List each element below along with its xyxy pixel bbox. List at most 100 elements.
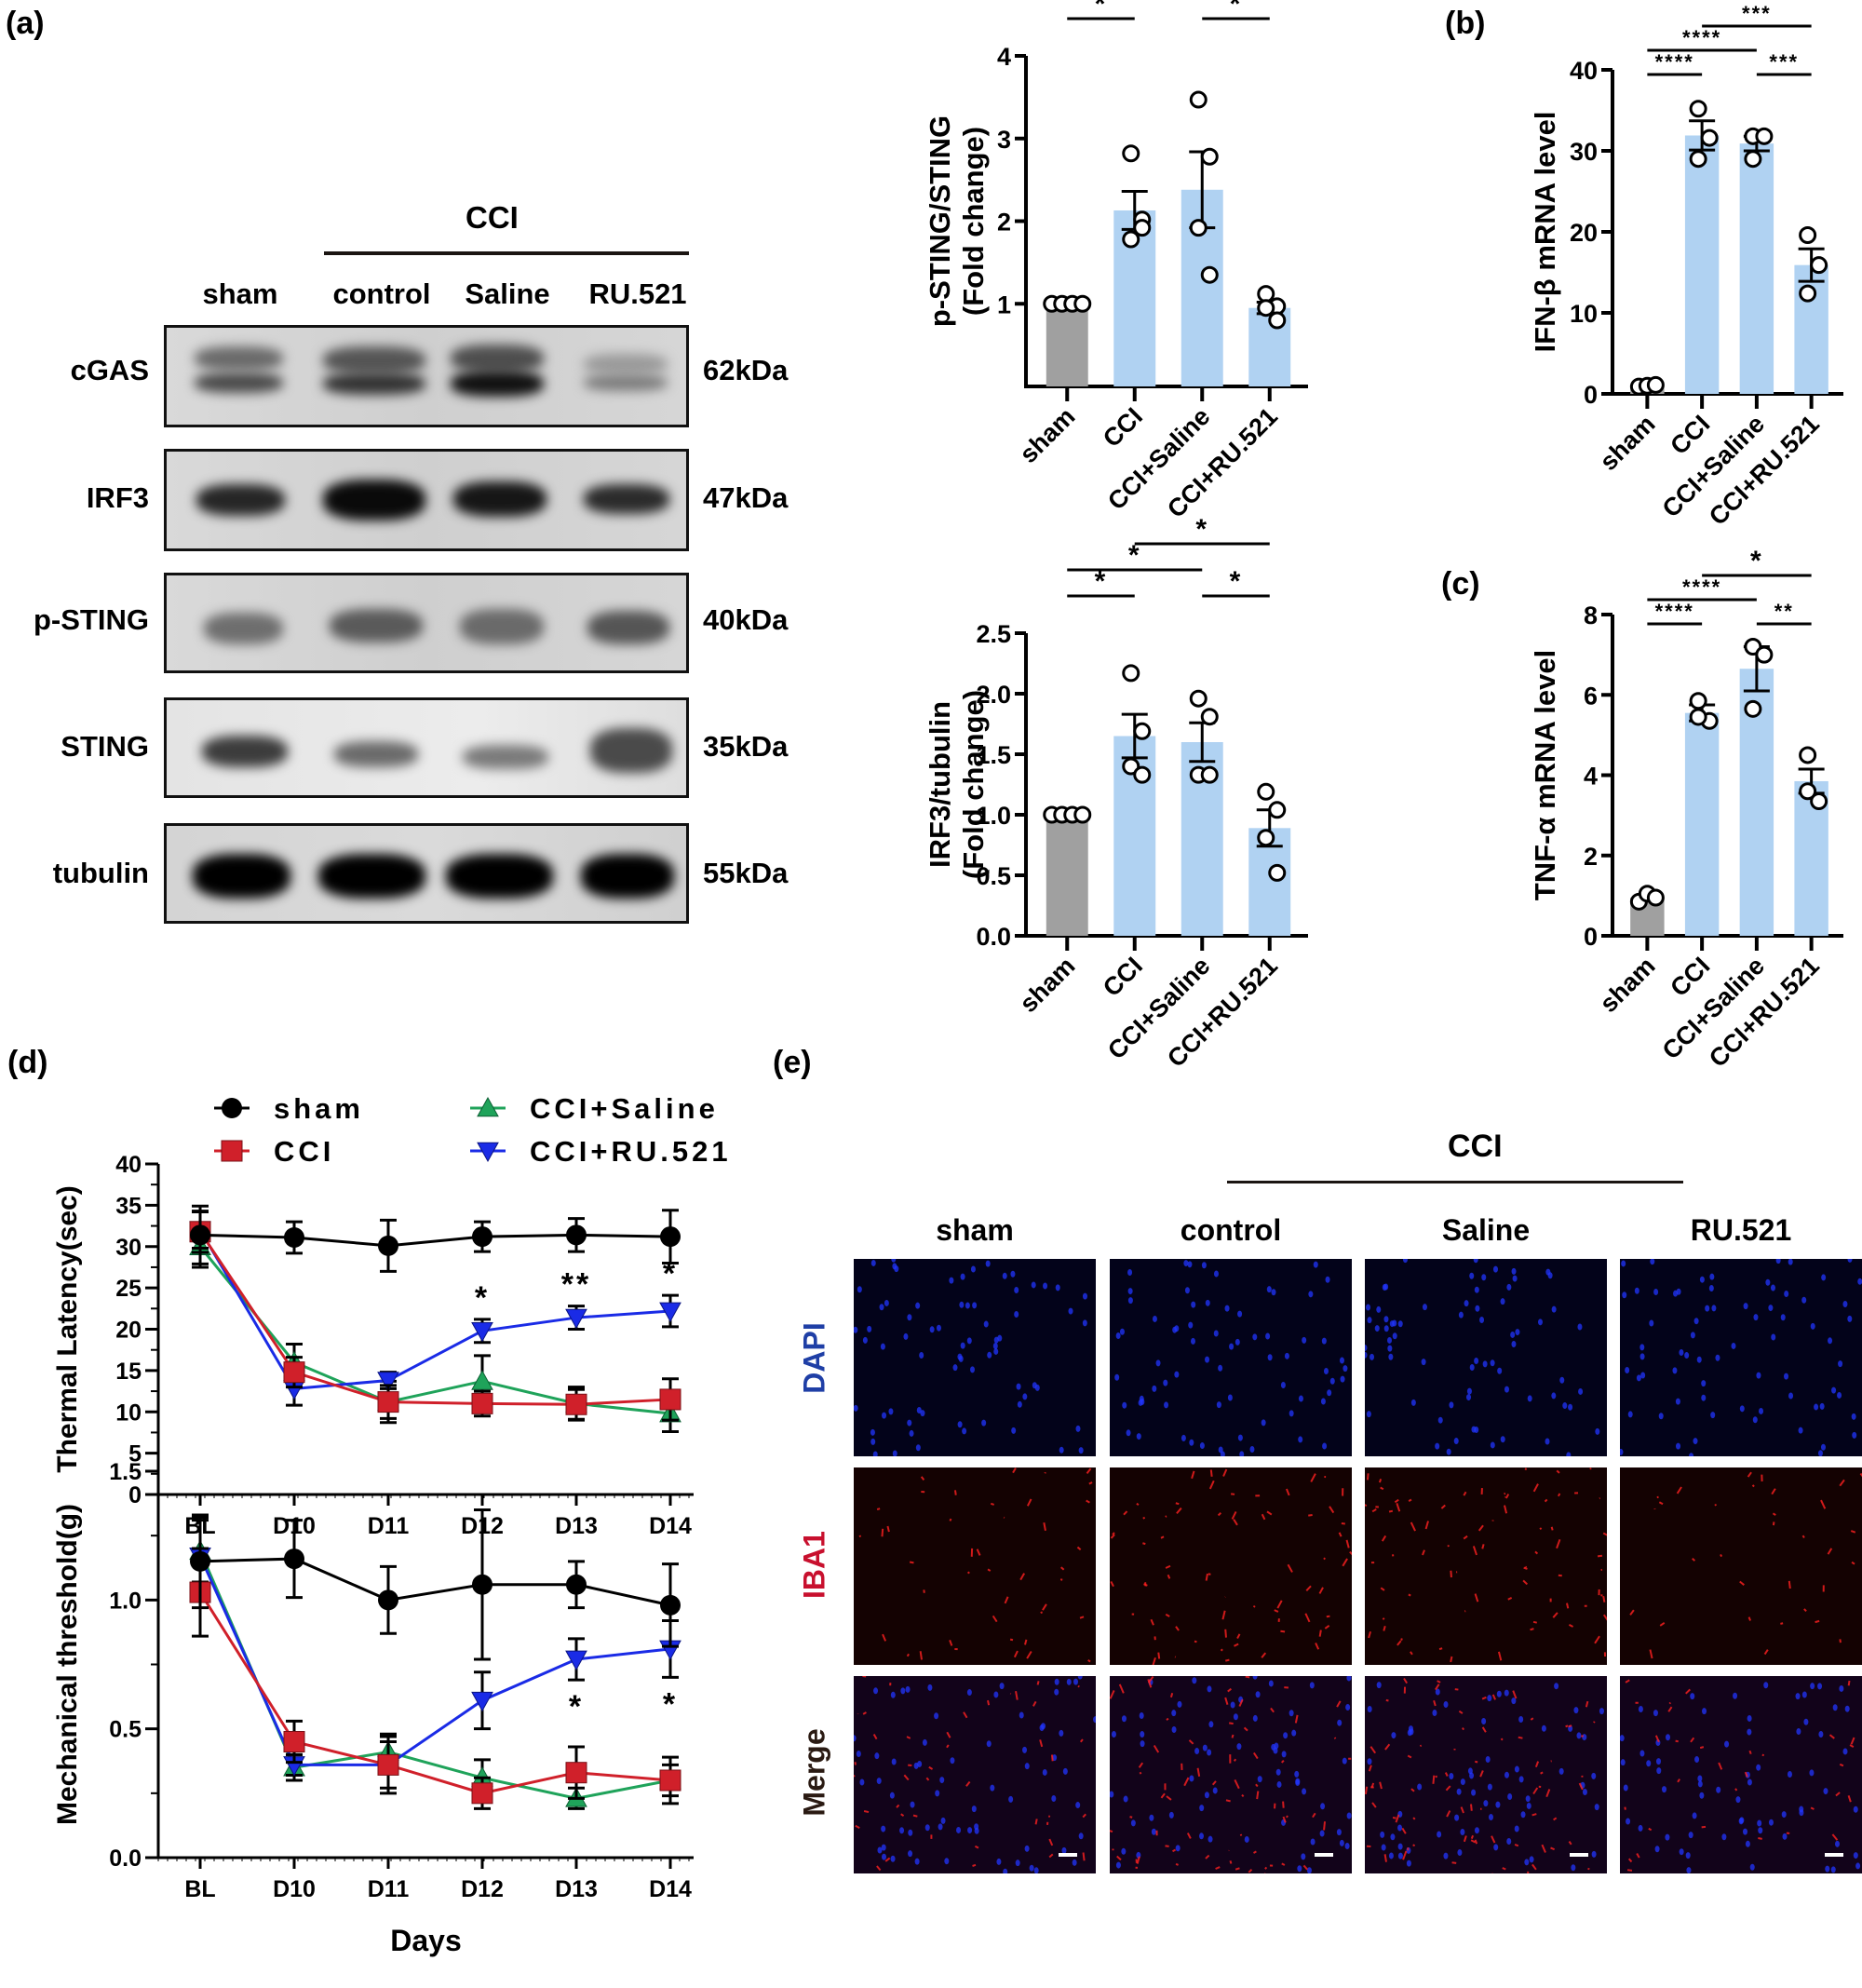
if-row-label-iba1: IBA1 bbox=[798, 1472, 832, 1658]
svg-text:D12: D12 bbox=[461, 1876, 504, 1902]
svg-text:Thermal Latency(sec): Thermal Latency(sec) bbox=[52, 1185, 83, 1472]
svg-text:10: 10 bbox=[115, 1400, 142, 1426]
blot-group-label: CCI bbox=[466, 200, 519, 236]
blot-lane-label: control bbox=[317, 277, 447, 311]
svg-text:CCI: CCI bbox=[274, 1135, 334, 1168]
svg-text:20: 20 bbox=[115, 1318, 142, 1344]
svg-text:IFN-β mRNA level: IFN-β mRNA level bbox=[1529, 112, 1561, 353]
svg-text:****: **** bbox=[1682, 26, 1721, 49]
svg-text:Days: Days bbox=[390, 1924, 462, 1957]
svg-text:0: 0 bbox=[1584, 381, 1598, 409]
svg-text:2.5: 2.5 bbox=[976, 620, 1011, 648]
svg-text:p-STING/STING: p-STING/STING bbox=[924, 115, 956, 327]
svg-text:35: 35 bbox=[115, 1193, 142, 1219]
if-image-tile bbox=[1110, 1676, 1352, 1873]
svg-text:CCI: CCI bbox=[1098, 952, 1148, 1002]
blot-strip-sting bbox=[164, 697, 689, 798]
svg-text:4: 4 bbox=[1584, 763, 1598, 791]
svg-text:D10: D10 bbox=[273, 1876, 316, 1902]
svg-text:(Fold change): (Fold change) bbox=[957, 690, 990, 879]
svg-text:0.0: 0.0 bbox=[109, 1846, 142, 1872]
svg-text:**: ** bbox=[1774, 600, 1794, 623]
if-group-line bbox=[1227, 1181, 1683, 1183]
scale-bar bbox=[1825, 1853, 1843, 1857]
panel-label-d: (d) bbox=[7, 1045, 47, 1081]
svg-text:BL: BL bbox=[184, 1876, 215, 1902]
blot-lane-label: RU.521 bbox=[577, 277, 698, 311]
svg-text:IRF3/tubulin: IRF3/tubulin bbox=[924, 701, 956, 868]
if-image-tile bbox=[854, 1676, 1096, 1873]
svg-text:sham: sham bbox=[1014, 402, 1080, 468]
panel-label-a: (a) bbox=[6, 6, 45, 42]
svg-text:CCI: CCI bbox=[1098, 402, 1148, 453]
svg-text:*: * bbox=[569, 1689, 584, 1724]
svg-text:0: 0 bbox=[1584, 923, 1598, 951]
svg-text:CCI+RU.521: CCI+RU.521 bbox=[530, 1135, 732, 1168]
if-row-label-dapi: DAPI bbox=[798, 1265, 832, 1452]
scale-bar bbox=[1570, 1853, 1588, 1857]
svg-text:****: **** bbox=[1655, 600, 1694, 623]
blot-strip-irf3 bbox=[164, 449, 689, 551]
panel-label-e: (e) bbox=[773, 1045, 812, 1081]
blot-protein-label: STING bbox=[0, 730, 149, 764]
svg-text:*: * bbox=[475, 1280, 490, 1316]
svg-text:CCI+Saline: CCI+Saline bbox=[530, 1092, 719, 1125]
if-column-label: control bbox=[1110, 1213, 1352, 1248]
svg-text:25: 25 bbox=[115, 1276, 142, 1302]
svg-text:*: * bbox=[663, 1686, 678, 1722]
if-image-tile bbox=[1110, 1259, 1352, 1456]
if-column-label: sham bbox=[854, 1213, 1096, 1248]
svg-text:40: 40 bbox=[115, 1152, 142, 1178]
svg-text:***: *** bbox=[1769, 50, 1799, 74]
if-image-tile bbox=[1365, 1676, 1607, 1873]
svg-text:0.5: 0.5 bbox=[109, 1717, 142, 1743]
svg-text:1: 1 bbox=[997, 291, 1011, 318]
svg-text:20: 20 bbox=[1570, 219, 1598, 247]
svg-text:TNF-α mRNA level: TNF-α mRNA level bbox=[1529, 650, 1561, 900]
if-row-label-merge: Merge bbox=[798, 1680, 832, 1866]
if-image-tile bbox=[854, 1259, 1096, 1456]
blot-kda-label: 62kDa bbox=[703, 354, 788, 387]
svg-text:15: 15 bbox=[115, 1359, 142, 1385]
svg-text:*: * bbox=[1095, 0, 1108, 20]
svg-text:***: *** bbox=[1742, 2, 1772, 25]
blot-protein-label: cGAS bbox=[0, 354, 149, 387]
svg-text:6: 6 bbox=[1584, 682, 1598, 710]
svg-text:0.0: 0.0 bbox=[976, 923, 1011, 951]
if-image-tile bbox=[1110, 1467, 1352, 1665]
svg-text:8: 8 bbox=[1584, 602, 1598, 629]
blot-kda-label: 35kDa bbox=[703, 730, 788, 764]
if-group-label: CCI bbox=[1448, 1129, 1503, 1165]
blot-lane-label: sham bbox=[184, 277, 296, 311]
svg-text:D11: D11 bbox=[368, 1876, 410, 1902]
svg-text:1.5: 1.5 bbox=[109, 1459, 142, 1485]
svg-text:*: * bbox=[1750, 546, 1763, 576]
blot-kda-label: 55kDa bbox=[703, 857, 788, 890]
svg-text:****: **** bbox=[1655, 50, 1694, 74]
svg-text:*: * bbox=[663, 1256, 678, 1292]
svg-text:D14: D14 bbox=[649, 1876, 692, 1902]
svg-text:*: * bbox=[1230, 0, 1243, 20]
if-image-tile bbox=[854, 1467, 1096, 1665]
svg-text:3: 3 bbox=[997, 126, 1011, 154]
if-image-tile bbox=[1620, 1467, 1862, 1665]
if-image-tile bbox=[1365, 1259, 1607, 1456]
if-image-tile bbox=[1365, 1467, 1607, 1665]
svg-text:****: **** bbox=[1682, 575, 1721, 599]
if-image-tile bbox=[1620, 1259, 1862, 1456]
svg-text:sham: sham bbox=[1014, 952, 1080, 1018]
svg-text:4: 4 bbox=[997, 43, 1011, 71]
blot-kda-label: 47kDa bbox=[703, 481, 788, 515]
svg-text:D13: D13 bbox=[555, 1876, 598, 1902]
blot-strip-tubulin bbox=[164, 823, 689, 924]
svg-text:(Fold change): (Fold change) bbox=[957, 127, 990, 316]
svg-text:30: 30 bbox=[115, 1235, 142, 1261]
